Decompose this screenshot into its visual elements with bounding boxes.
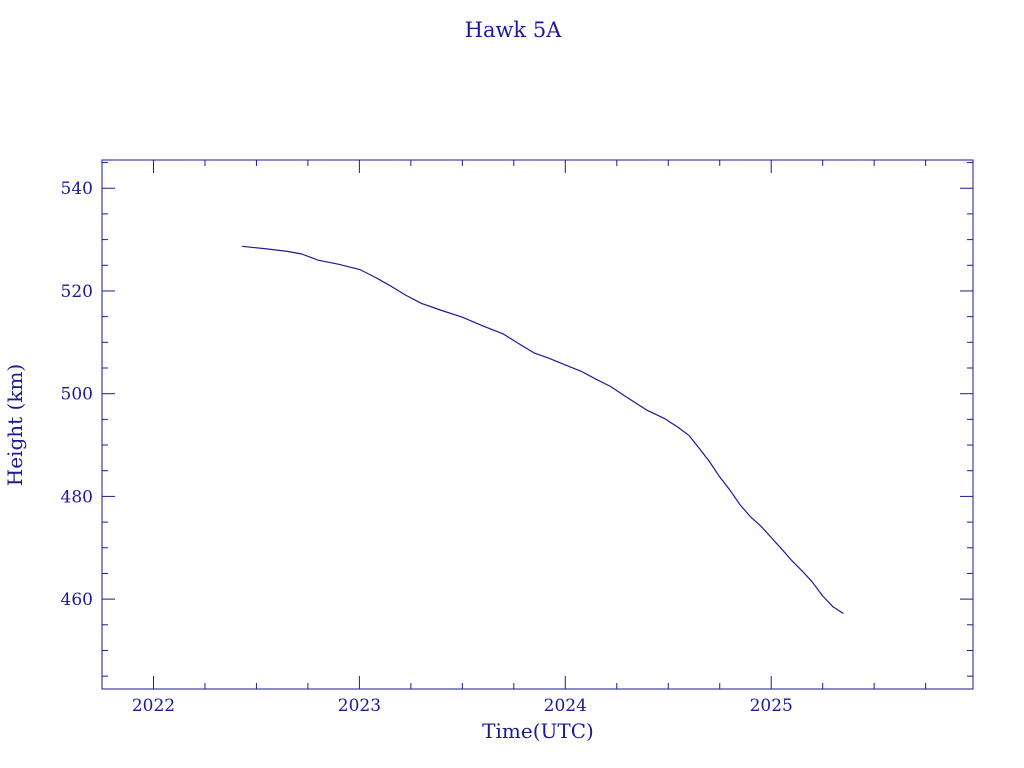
plot-frame [101,159,974,690]
y-tick-label: 480 [61,487,93,507]
y-axis-label: Height (km) [3,364,27,486]
x-tick-label: 2025 [750,696,793,716]
x-tick-label: 2023 [338,696,381,716]
axis-ticks [101,160,973,689]
x-tick-label: 2022 [132,696,175,716]
chart-title: Hawk 5A [465,18,563,42]
series-layer [241,245,844,615]
y-tick-label: 540 [61,179,93,199]
height-series-line [241,245,844,615]
axis-tick-labels: 2022 2023 2024 2025 460 480 500 520 540 [61,179,793,716]
y-tick-label: 500 [61,385,93,405]
x-tick-label: 2024 [544,696,587,716]
x-axis-label: Time(UTC) [482,719,594,743]
y-tick-label: 520 [61,282,93,302]
y-tick-label: 460 [61,590,93,610]
